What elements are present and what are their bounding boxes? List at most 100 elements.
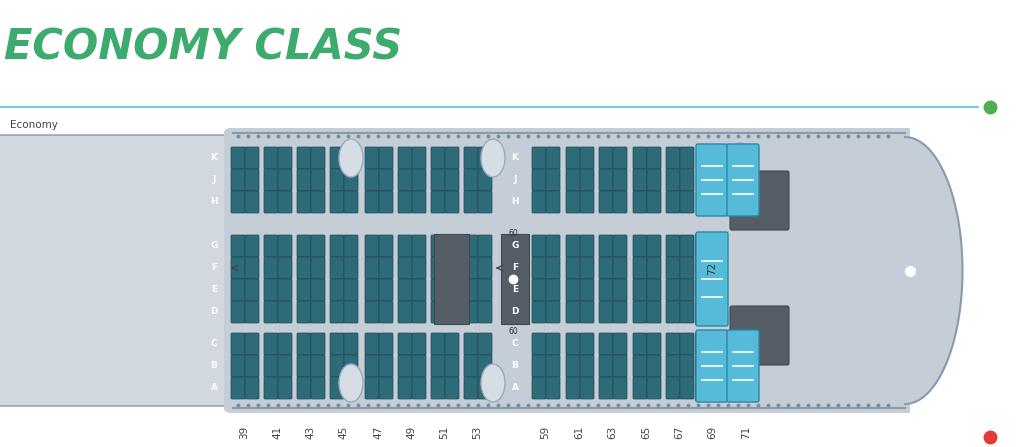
FancyBboxPatch shape [445, 169, 459, 191]
FancyBboxPatch shape [464, 333, 478, 355]
FancyBboxPatch shape [330, 301, 344, 323]
FancyBboxPatch shape [245, 147, 259, 169]
FancyBboxPatch shape [445, 333, 459, 355]
FancyBboxPatch shape [647, 191, 662, 213]
FancyBboxPatch shape [330, 279, 344, 301]
FancyBboxPatch shape [412, 333, 426, 355]
FancyBboxPatch shape [666, 191, 680, 213]
FancyBboxPatch shape [695, 234, 725, 324]
Text: J: J [513, 176, 517, 185]
Text: 69: 69 [707, 426, 717, 439]
FancyBboxPatch shape [365, 377, 379, 399]
Text: 61: 61 [574, 426, 584, 439]
FancyBboxPatch shape [431, 169, 445, 191]
FancyBboxPatch shape [613, 191, 627, 213]
FancyBboxPatch shape [566, 257, 580, 279]
FancyBboxPatch shape [532, 147, 546, 169]
FancyBboxPatch shape [727, 330, 759, 402]
FancyBboxPatch shape [264, 377, 278, 399]
FancyBboxPatch shape [633, 191, 647, 213]
FancyBboxPatch shape [431, 279, 445, 301]
FancyBboxPatch shape [580, 355, 594, 377]
FancyBboxPatch shape [330, 333, 344, 355]
FancyBboxPatch shape [431, 191, 445, 213]
FancyBboxPatch shape [245, 279, 259, 301]
FancyBboxPatch shape [445, 279, 459, 301]
FancyBboxPatch shape [666, 355, 680, 377]
Text: 63: 63 [607, 426, 617, 439]
FancyBboxPatch shape [311, 235, 325, 257]
FancyBboxPatch shape [727, 144, 759, 216]
Text: 39: 39 [239, 426, 249, 439]
Text: 60: 60 [508, 229, 518, 239]
Text: 49: 49 [406, 426, 416, 439]
FancyBboxPatch shape [245, 377, 259, 399]
FancyBboxPatch shape [245, 257, 259, 279]
Text: Economy: Economy [10, 120, 58, 130]
FancyBboxPatch shape [344, 257, 358, 279]
FancyBboxPatch shape [566, 191, 580, 213]
FancyBboxPatch shape [412, 257, 426, 279]
FancyBboxPatch shape [478, 257, 492, 279]
Text: ECONOMY CLASS: ECONOMY CLASS [4, 27, 402, 69]
FancyBboxPatch shape [580, 377, 594, 399]
FancyBboxPatch shape [264, 235, 278, 257]
FancyBboxPatch shape [478, 333, 492, 355]
FancyBboxPatch shape [580, 191, 594, 213]
FancyBboxPatch shape [613, 377, 627, 399]
FancyBboxPatch shape [297, 257, 311, 279]
FancyBboxPatch shape [546, 257, 560, 279]
Text: 43: 43 [305, 426, 315, 439]
FancyBboxPatch shape [379, 355, 393, 377]
FancyBboxPatch shape [580, 147, 594, 169]
FancyBboxPatch shape [478, 279, 492, 301]
FancyBboxPatch shape [231, 191, 245, 213]
FancyBboxPatch shape [566, 301, 580, 323]
FancyBboxPatch shape [311, 377, 325, 399]
FancyBboxPatch shape [379, 235, 393, 257]
FancyBboxPatch shape [431, 333, 445, 355]
FancyBboxPatch shape [431, 377, 445, 399]
FancyBboxPatch shape [379, 147, 393, 169]
Text: 53: 53 [472, 426, 482, 439]
FancyBboxPatch shape [633, 169, 647, 191]
FancyBboxPatch shape [245, 169, 259, 191]
FancyBboxPatch shape [398, 355, 412, 377]
Text: G: G [511, 241, 519, 250]
FancyBboxPatch shape [231, 169, 245, 191]
Text: J: J [212, 176, 216, 185]
FancyBboxPatch shape [613, 169, 627, 191]
FancyBboxPatch shape [434, 234, 469, 324]
FancyBboxPatch shape [680, 333, 694, 355]
FancyBboxPatch shape [633, 235, 647, 257]
Text: E: E [512, 286, 518, 295]
FancyBboxPatch shape [330, 235, 344, 257]
FancyBboxPatch shape [532, 333, 546, 355]
FancyBboxPatch shape [431, 235, 445, 257]
FancyBboxPatch shape [532, 235, 546, 257]
FancyBboxPatch shape [231, 147, 245, 169]
FancyBboxPatch shape [680, 355, 694, 377]
FancyBboxPatch shape [311, 355, 325, 377]
FancyBboxPatch shape [666, 169, 680, 191]
FancyBboxPatch shape [344, 235, 358, 257]
FancyBboxPatch shape [379, 377, 393, 399]
Bar [228, 128, 910, 413]
FancyBboxPatch shape [365, 169, 379, 191]
FancyBboxPatch shape [647, 301, 662, 323]
FancyBboxPatch shape [278, 279, 292, 301]
FancyBboxPatch shape [445, 235, 459, 257]
FancyBboxPatch shape [546, 301, 560, 323]
FancyBboxPatch shape [599, 147, 613, 169]
FancyBboxPatch shape [278, 333, 292, 355]
Text: 65: 65 [641, 426, 651, 439]
Text: 47: 47 [373, 426, 383, 439]
FancyBboxPatch shape [365, 355, 379, 377]
FancyBboxPatch shape [412, 377, 426, 399]
FancyBboxPatch shape [633, 147, 647, 169]
FancyBboxPatch shape [680, 377, 694, 399]
Ellipse shape [730, 368, 750, 398]
FancyBboxPatch shape [398, 301, 412, 323]
FancyBboxPatch shape [245, 333, 259, 355]
FancyBboxPatch shape [344, 147, 358, 169]
